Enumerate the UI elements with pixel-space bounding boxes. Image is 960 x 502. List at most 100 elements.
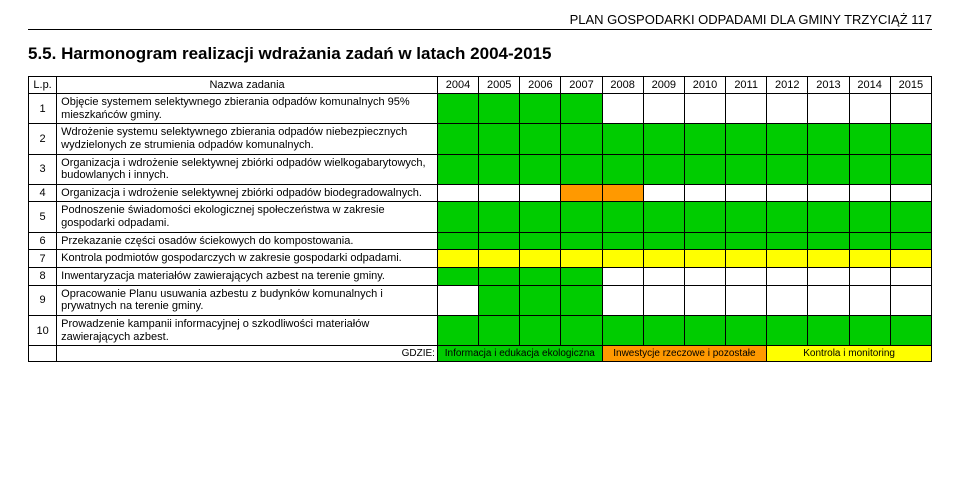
row-number: 9 (29, 285, 57, 315)
table-row: 8Inwentaryzacja materiałów zawierających… (29, 268, 932, 286)
schedule-cell (643, 94, 684, 124)
col-year-6: 2010 (684, 77, 725, 94)
schedule-cell (808, 124, 849, 154)
table-row: 6Przekazanie części osadów ściekowych do… (29, 232, 932, 250)
table-row: 1Objęcie systemem selektywnego zbierania… (29, 94, 932, 124)
schedule-cell (561, 315, 602, 345)
col-year-4: 2008 (602, 77, 643, 94)
schedule-cell (561, 232, 602, 250)
schedule-cell (602, 202, 643, 232)
schedule-cell (684, 232, 725, 250)
col-task: Nazwa zadania (57, 77, 438, 94)
schedule-cell (520, 154, 561, 184)
col-year-2: 2006 (520, 77, 561, 94)
schedule-cell (602, 285, 643, 315)
schedule-cell (684, 154, 725, 184)
schedule-cell (437, 268, 478, 286)
schedule-cell (726, 285, 767, 315)
schedule-cell (808, 202, 849, 232)
schedule-cell (561, 268, 602, 286)
schedule-cell (767, 124, 808, 154)
schedule-cell (643, 154, 684, 184)
schedule-cell (767, 94, 808, 124)
schedule-cell (520, 184, 561, 202)
schedule-cell (602, 94, 643, 124)
schedule-cell (684, 250, 725, 268)
schedule-cell (520, 315, 561, 345)
task-text: Przekazanie części osadów ściekowych do … (57, 232, 438, 250)
task-text: Podnoszenie świadomości ekologicznej spo… (57, 202, 438, 232)
schedule-cell (726, 184, 767, 202)
task-text: Organizacja i wdrożenie selektywnej zbió… (57, 184, 438, 202)
schedule-cell (684, 268, 725, 286)
schedule-cell (520, 232, 561, 250)
schedule-cell (643, 184, 684, 202)
schedule-cell (437, 202, 478, 232)
schedule-cell (849, 154, 890, 184)
schedule-cell (520, 94, 561, 124)
col-year-8: 2012 (767, 77, 808, 94)
schedule-cell (849, 285, 890, 315)
schedule-cell (479, 94, 520, 124)
col-year-7: 2011 (726, 77, 767, 94)
col-year-11: 2015 (890, 77, 931, 94)
row-number: 5 (29, 202, 57, 232)
schedule-cell (890, 268, 931, 286)
legend-item: Inwestycje rzeczowe i pozostałe (602, 346, 767, 362)
schedule-cell (602, 232, 643, 250)
schedule-cell (849, 124, 890, 154)
schedule-cell (520, 268, 561, 286)
schedule-cell (890, 232, 931, 250)
schedule-cell (726, 268, 767, 286)
task-text: Organizacja i wdrożenie selektywnej zbió… (57, 154, 438, 184)
schedule-cell (643, 232, 684, 250)
schedule-cell (684, 315, 725, 345)
schedule-cell (808, 268, 849, 286)
schedule-cell (890, 184, 931, 202)
schedule-cell (890, 124, 931, 154)
schedule-cell (479, 232, 520, 250)
schedule-cell (684, 94, 725, 124)
schedule-cell (643, 250, 684, 268)
schedule-cell (890, 250, 931, 268)
table-row: 3Organizacja i wdrożenie selektywnej zbi… (29, 154, 932, 184)
schedule-cell (767, 232, 808, 250)
schedule-cell (602, 154, 643, 184)
schedule-cell (726, 94, 767, 124)
schedule-cell (890, 315, 931, 345)
schedule-cell (561, 154, 602, 184)
schedule-cell (849, 232, 890, 250)
task-text: Wdrożenie systemu selektywnego zbierania… (57, 124, 438, 154)
schedule-cell (767, 184, 808, 202)
schedule-cell (437, 315, 478, 345)
schedule-cell (520, 202, 561, 232)
col-year-0: 2004 (437, 77, 478, 94)
schedule-cell (479, 250, 520, 268)
schedule-cell (561, 124, 602, 154)
schedule-cell (726, 154, 767, 184)
schedule-cell (726, 250, 767, 268)
schedule-cell (890, 94, 931, 124)
table-row: 9Opracowanie Planu usuwania azbestu z bu… (29, 285, 932, 315)
schedule-cell (684, 202, 725, 232)
section-title: 5.5. Harmonogram realizacji wdrażania za… (28, 44, 932, 64)
schedule-cell (479, 315, 520, 345)
schedule-cell (437, 154, 478, 184)
schedule-cell (437, 232, 478, 250)
task-text: Inwentaryzacja materiałów zawierających … (57, 268, 438, 286)
schedule-cell (849, 250, 890, 268)
schedule-cell (890, 285, 931, 315)
table-row: 5Podnoszenie świadomości ekologicznej sp… (29, 202, 932, 232)
schedule-cell (479, 285, 520, 315)
schedule-cell (684, 285, 725, 315)
row-number: 6 (29, 232, 57, 250)
schedule-cell (684, 184, 725, 202)
schedule-cell (602, 250, 643, 268)
schedule-cell (479, 184, 520, 202)
schedule-cell (643, 202, 684, 232)
legend-label: GDZIE: (57, 346, 438, 362)
schedule-cell (520, 285, 561, 315)
schedule-cell (561, 202, 602, 232)
schedule-cell (684, 124, 725, 154)
schedule-cell (479, 124, 520, 154)
